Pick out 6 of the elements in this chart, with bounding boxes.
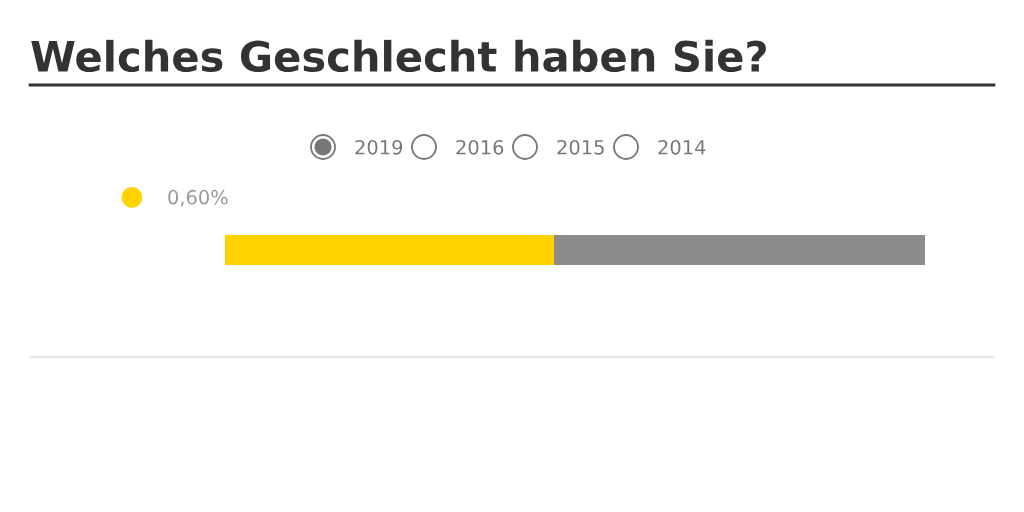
text: 2015 [557, 139, 604, 155]
legend-label: 0,60% [168, 189, 228, 207]
chart-title: Welches Geschlecht haben Sie? [31, 39, 766, 73]
text: 2019 [355, 139, 403, 155]
text: 2014 [658, 139, 706, 155]
text: 2016 [456, 139, 504, 155]
